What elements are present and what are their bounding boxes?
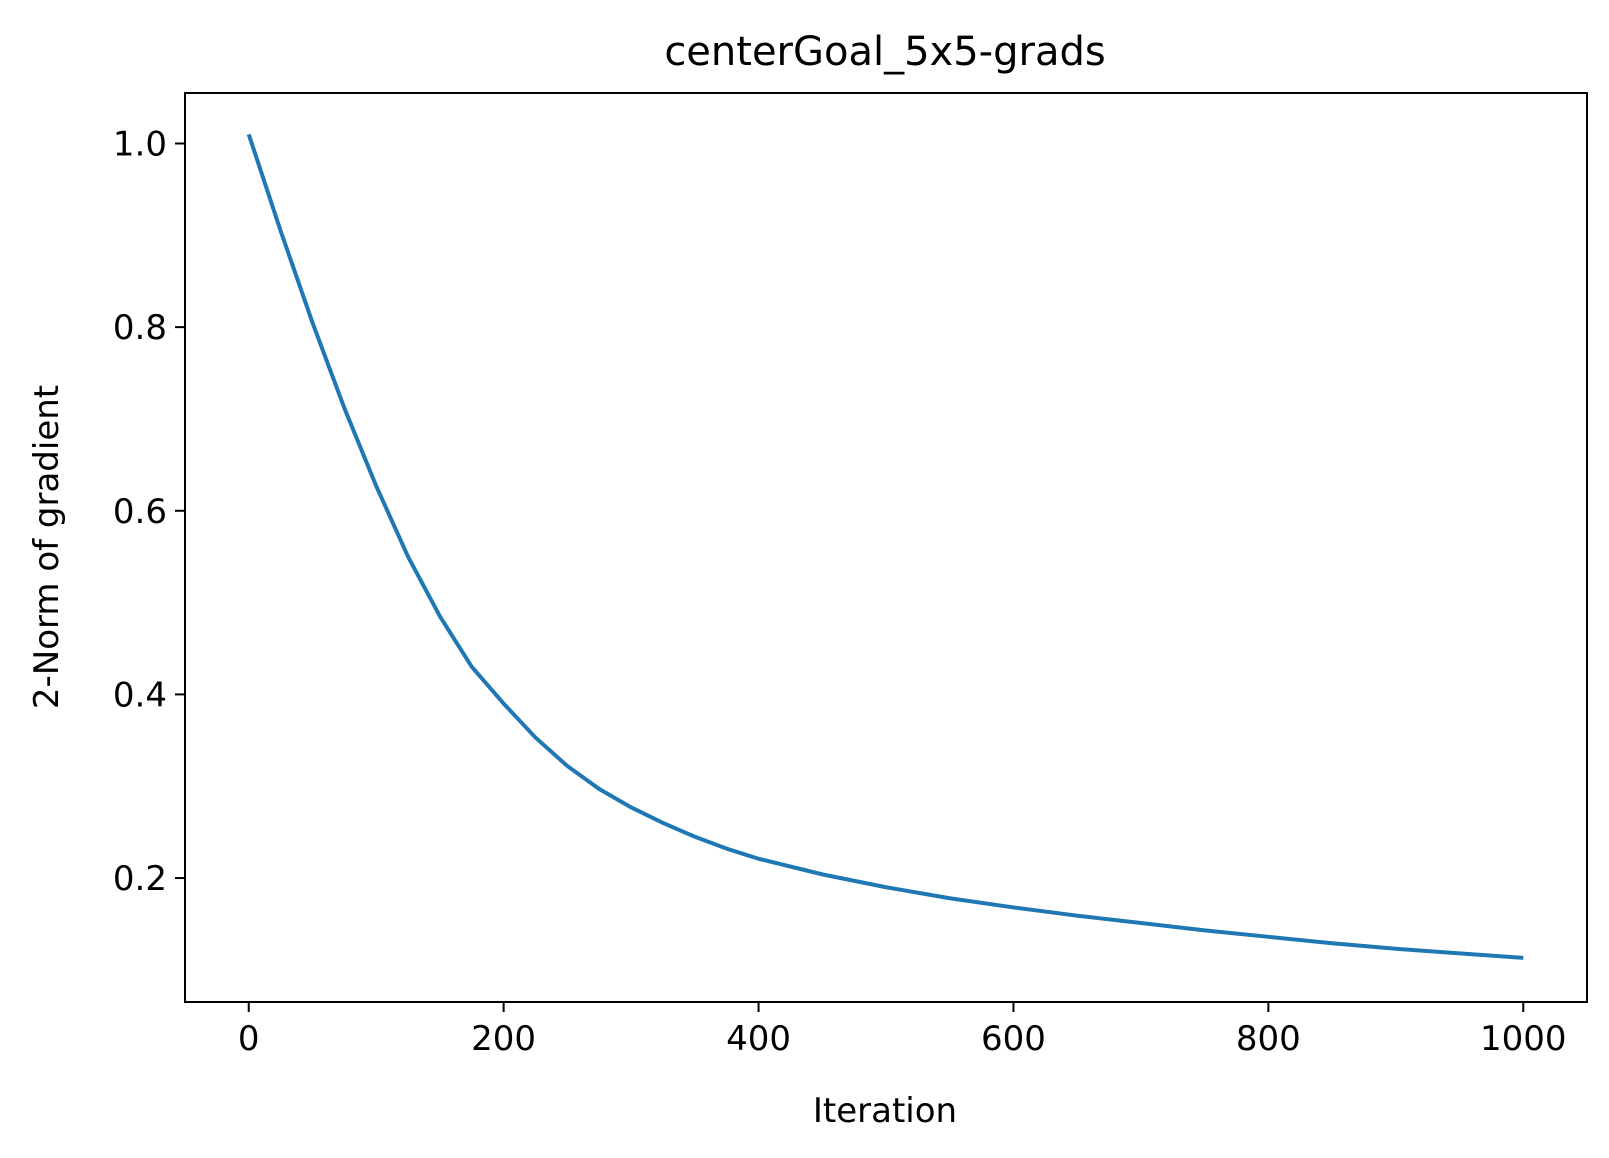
y-axis-label: 2-Norm of gradient <box>27 385 67 709</box>
x-tick-label: 600 <box>981 1019 1046 1059</box>
y-tick-label: 1.0 <box>113 125 167 165</box>
x-axis-label: Iteration <box>813 1091 957 1131</box>
x-axis: 0 200 400 600 800 1000 <box>238 1002 1567 1059</box>
x-tick-label: 800 <box>1236 1019 1301 1059</box>
y-tick-label: 0.4 <box>113 675 167 715</box>
y-tick-label: 0.6 <box>113 492 167 532</box>
axes-frame <box>184 92 1588 1003</box>
y-tick-label: 0.2 <box>113 859 167 899</box>
series-line-0 <box>246 133 1524 960</box>
x-tick-label: 0 <box>238 1019 260 1059</box>
plot-area <box>246 133 1524 960</box>
x-tick-label: 400 <box>726 1019 791 1059</box>
x-tick-label: 1000 <box>1480 1019 1567 1059</box>
x-tick-label: 200 <box>471 1019 536 1059</box>
y-tick-label: 0.8 <box>113 308 167 348</box>
chart-title: centerGoal_5x5-grads <box>664 29 1105 75</box>
y-axis: 0.2 0.4 0.6 0.8 1.0 <box>113 125 185 899</box>
